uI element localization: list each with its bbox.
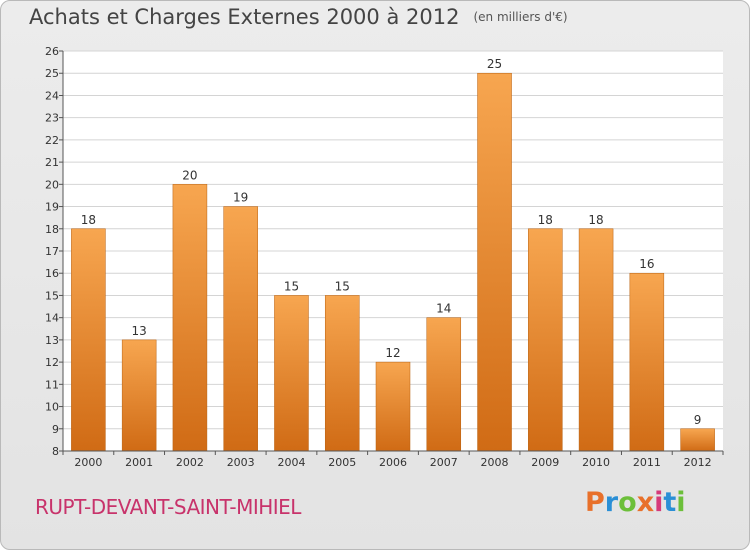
data-label-2010: 18 — [588, 213, 603, 227]
y-tick-label: 17 — [45, 245, 59, 258]
bar-2007 — [426, 317, 462, 452]
data-label-2009: 18 — [538, 213, 553, 227]
x-tick-label: 2011 — [633, 456, 661, 469]
x-tick-label: 2001 — [125, 456, 153, 469]
y-tick-label: 22 — [45, 134, 59, 147]
logo-letter: i — [654, 487, 664, 518]
y-axis-ticks: 8 9 10 11 12 13 14 15 16 17 18 19 20 21 22 23 24 25 26 — [45, 45, 63, 458]
y-tick-label: 19 — [45, 201, 59, 214]
bar-2010 — [578, 228, 614, 452]
x-axis-ticks: 2000 2001 2002 2003 2004 2005 2006 2007 2008 2009… — [62, 451, 724, 469]
y-tick-label: 20 — [45, 178, 59, 191]
data-label-2000: 18 — [81, 213, 96, 227]
bar-2000 — [71, 228, 106, 452]
chart-unit: (en milliers d'€) — [473, 10, 568, 24]
data-label-2008: 25 — [487, 57, 502, 71]
proxiti-logo: Proxiti — [585, 487, 686, 518]
x-tick-label: 2005 — [328, 456, 356, 469]
bar-2011 — [629, 272, 665, 452]
y-tick-label: 13 — [45, 334, 59, 347]
y-tick-label: 18 — [45, 223, 59, 236]
data-labels: 18 13 20 19 15 15 12 14 25 18 18 16 9 — [81, 57, 702, 427]
y-tick-label: 16 — [45, 267, 59, 280]
data-label-2007: 14 — [436, 302, 451, 316]
x-tick-label: 2006 — [379, 456, 407, 469]
x-tick-label: 2008 — [481, 456, 509, 469]
y-tick-label: 21 — [45, 156, 59, 169]
y-tick-label: 8 — [52, 445, 59, 458]
y-tick-label: 24 — [45, 89, 59, 102]
x-tick-label: 2000 — [74, 456, 102, 469]
bar-2009 — [528, 228, 563, 452]
x-tick-label: 2003 — [227, 456, 255, 469]
chart-title: Achats et Charges Externes 2000 à 2012 (e… — [29, 5, 568, 29]
y-tick-label: 25 — [45, 67, 59, 80]
bar-2006 — [375, 361, 411, 452]
x-tick-label: 2012 — [684, 456, 712, 469]
x-tick-label: 2009 — [531, 456, 559, 469]
bar-2005 — [324, 295, 360, 452]
data-label-2004: 15 — [284, 279, 299, 293]
x-tick-label: 2007 — [430, 456, 458, 469]
bar-2003 — [223, 206, 258, 452]
y-tick-label: 14 — [45, 312, 59, 325]
bar-2001 — [121, 339, 157, 452]
bar-2004 — [274, 295, 309, 452]
y-tick-label: 26 — [45, 45, 59, 58]
chart-title-text: Achats et Charges Externes 2000 à 2012 — [29, 5, 460, 29]
bar-2002 — [172, 184, 208, 452]
bar-2012 — [680, 428, 715, 452]
x-tick-label: 2002 — [176, 456, 204, 469]
logo-letter: i — [676, 487, 686, 518]
data-label-2005: 15 — [335, 279, 350, 293]
logo-letter: t — [663, 487, 677, 518]
logo-letter: o — [618, 487, 637, 518]
logo-letter: x — [636, 487, 655, 518]
y-tick-label: 12 — [45, 356, 59, 369]
x-tick-label: 2010 — [582, 456, 610, 469]
y-tick-label: 23 — [45, 112, 59, 125]
data-label-2006: 12 — [385, 346, 400, 360]
data-label-2002: 20 — [182, 168, 197, 182]
bars — [71, 72, 715, 452]
logo-letter: P — [585, 487, 605, 518]
y-tick-label: 10 — [45, 401, 59, 414]
y-tick-label: 9 — [52, 423, 59, 436]
bar-2008 — [477, 72, 512, 452]
y-tick-label: 15 — [45, 289, 59, 302]
data-label-2001: 13 — [132, 324, 147, 338]
logo-letter: r — [604, 487, 619, 518]
data-label-2012: 9 — [694, 413, 702, 427]
commune-name: RUPT-DEVANT-SAINT-MIHIEL — [35, 495, 301, 519]
x-tick-label: 2004 — [277, 456, 305, 469]
data-label-2011: 16 — [639, 257, 654, 271]
y-tick-label: 11 — [45, 378, 59, 391]
data-label-2003: 19 — [233, 191, 248, 205]
